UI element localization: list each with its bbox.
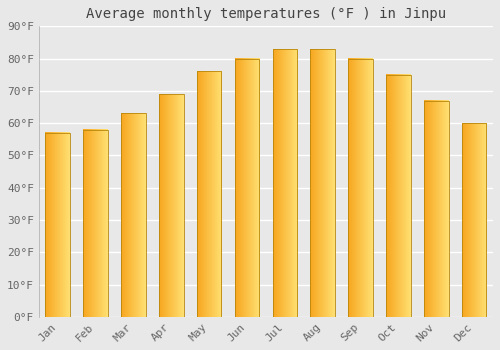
Bar	[348, 58, 373, 317]
Bar	[84, 130, 108, 317]
Title: Average monthly temperatures (°F ) in Jinpu: Average monthly temperatures (°F ) in Ji…	[86, 7, 446, 21]
Bar	[310, 49, 335, 317]
Bar	[159, 94, 184, 317]
Bar	[386, 75, 410, 317]
Bar	[272, 49, 297, 317]
Bar	[121, 113, 146, 317]
Bar	[197, 71, 222, 317]
Bar	[462, 123, 486, 317]
Bar	[46, 133, 70, 317]
Bar	[234, 58, 260, 317]
Bar	[424, 100, 448, 317]
